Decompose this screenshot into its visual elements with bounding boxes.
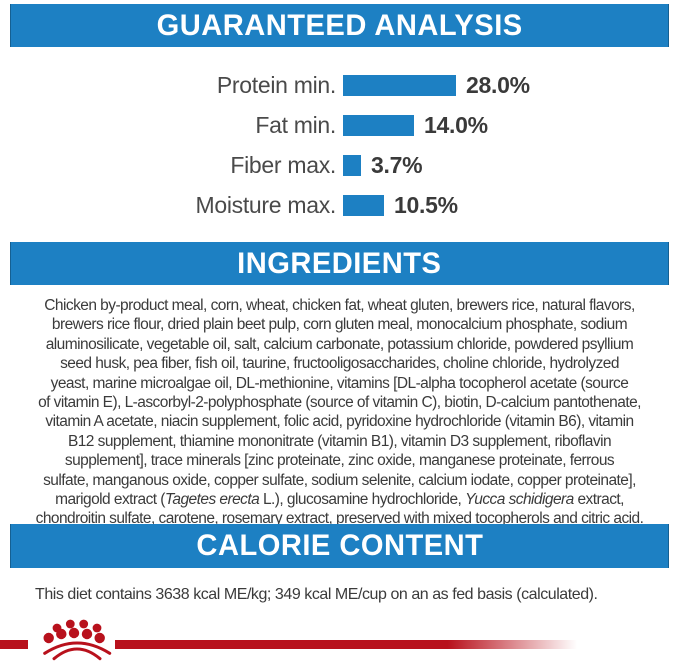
logo-red-bar-left xyxy=(0,640,28,649)
nutrient-bar xyxy=(343,194,384,216)
nutrient-bar xyxy=(343,154,361,176)
chart-row: Moisture max. 10.5% xyxy=(0,192,679,218)
ingredients-line: chondroitin sulfate, carotene, rosemary … xyxy=(35,510,644,528)
nutrient-value: 14.0% xyxy=(424,111,488,138)
ingredients-title: INGREDIENTS xyxy=(237,246,442,280)
ingredients-banner: INGREDIENTS xyxy=(10,242,669,285)
nutrient-label: Fiber max. xyxy=(230,151,336,178)
guaranteed-analysis-title: GUARANTEED ANALYSIS xyxy=(156,8,523,42)
calorie-content-banner: CALORIE CONTENT xyxy=(10,524,669,568)
ingredients-line: seed husk, pea fiber, fish oil, taurine,… xyxy=(60,355,619,373)
ingredients-line: vitamin A acetate, niacin supplement, fo… xyxy=(45,413,634,431)
nutrient-value: 28.0% xyxy=(466,71,530,98)
nutrient-label: Protein min. xyxy=(216,71,336,98)
chart-row: Fiber max. 3.7% xyxy=(0,152,679,178)
ingredients-paragraph: Chicken by-product meal, corn, wheat, ch… xyxy=(25,296,654,529)
nutrient-value: 10.5% xyxy=(394,191,458,218)
nutrient-bar xyxy=(343,74,456,96)
calorie-statement: This diet contains 3638 kcal ME/kg; 349 … xyxy=(35,586,598,603)
guaranteed-analysis-banner: GUARANTEED ANALYSIS xyxy=(10,4,669,47)
calorie-content-title: CALORIE CONTENT xyxy=(196,529,483,562)
nutrient-label: Moisture max. xyxy=(195,191,336,218)
guaranteed-analysis-chart: Protein min. 28.0% Fat min. 14.0% Fiber max.… xyxy=(0,72,679,232)
ingredients-line: supplement], trace minerals [zinc protei… xyxy=(64,452,615,470)
nutrient-label: Fat min. xyxy=(255,111,336,138)
logo-red-bar-right xyxy=(115,640,577,649)
ingredients-line: yeast, marine microalgae oil, DL-methion… xyxy=(50,374,629,392)
ingredients-line: marigold extract (Tagetes erecta L.), gl… xyxy=(55,491,624,509)
crown-logo-icon xyxy=(43,619,112,661)
ingredients-line: Chicken by-product meal, corn, wheat, ch… xyxy=(44,297,635,314)
ingredients-line: of vitamin E), L-ascorbyl-2-polyphosphat… xyxy=(38,394,641,412)
ingredients-line: brewers rice flour, dried plain beet pul… xyxy=(51,316,628,334)
chart-row: Protein min. 28.0% xyxy=(0,72,679,98)
chart-row: Fat min. 14.0% xyxy=(0,112,679,138)
nutrient-value: 3.7% xyxy=(371,151,423,178)
ingredients-line: aluminosilicate, vegetable oil, salt, ca… xyxy=(45,335,634,353)
ingredients-line: sulfate, manganous oxide, copper sulfate… xyxy=(43,471,636,489)
nutrient-bar xyxy=(343,114,414,136)
ingredients-line: B12 supplement, thiamine mononitrate (vi… xyxy=(67,432,612,450)
